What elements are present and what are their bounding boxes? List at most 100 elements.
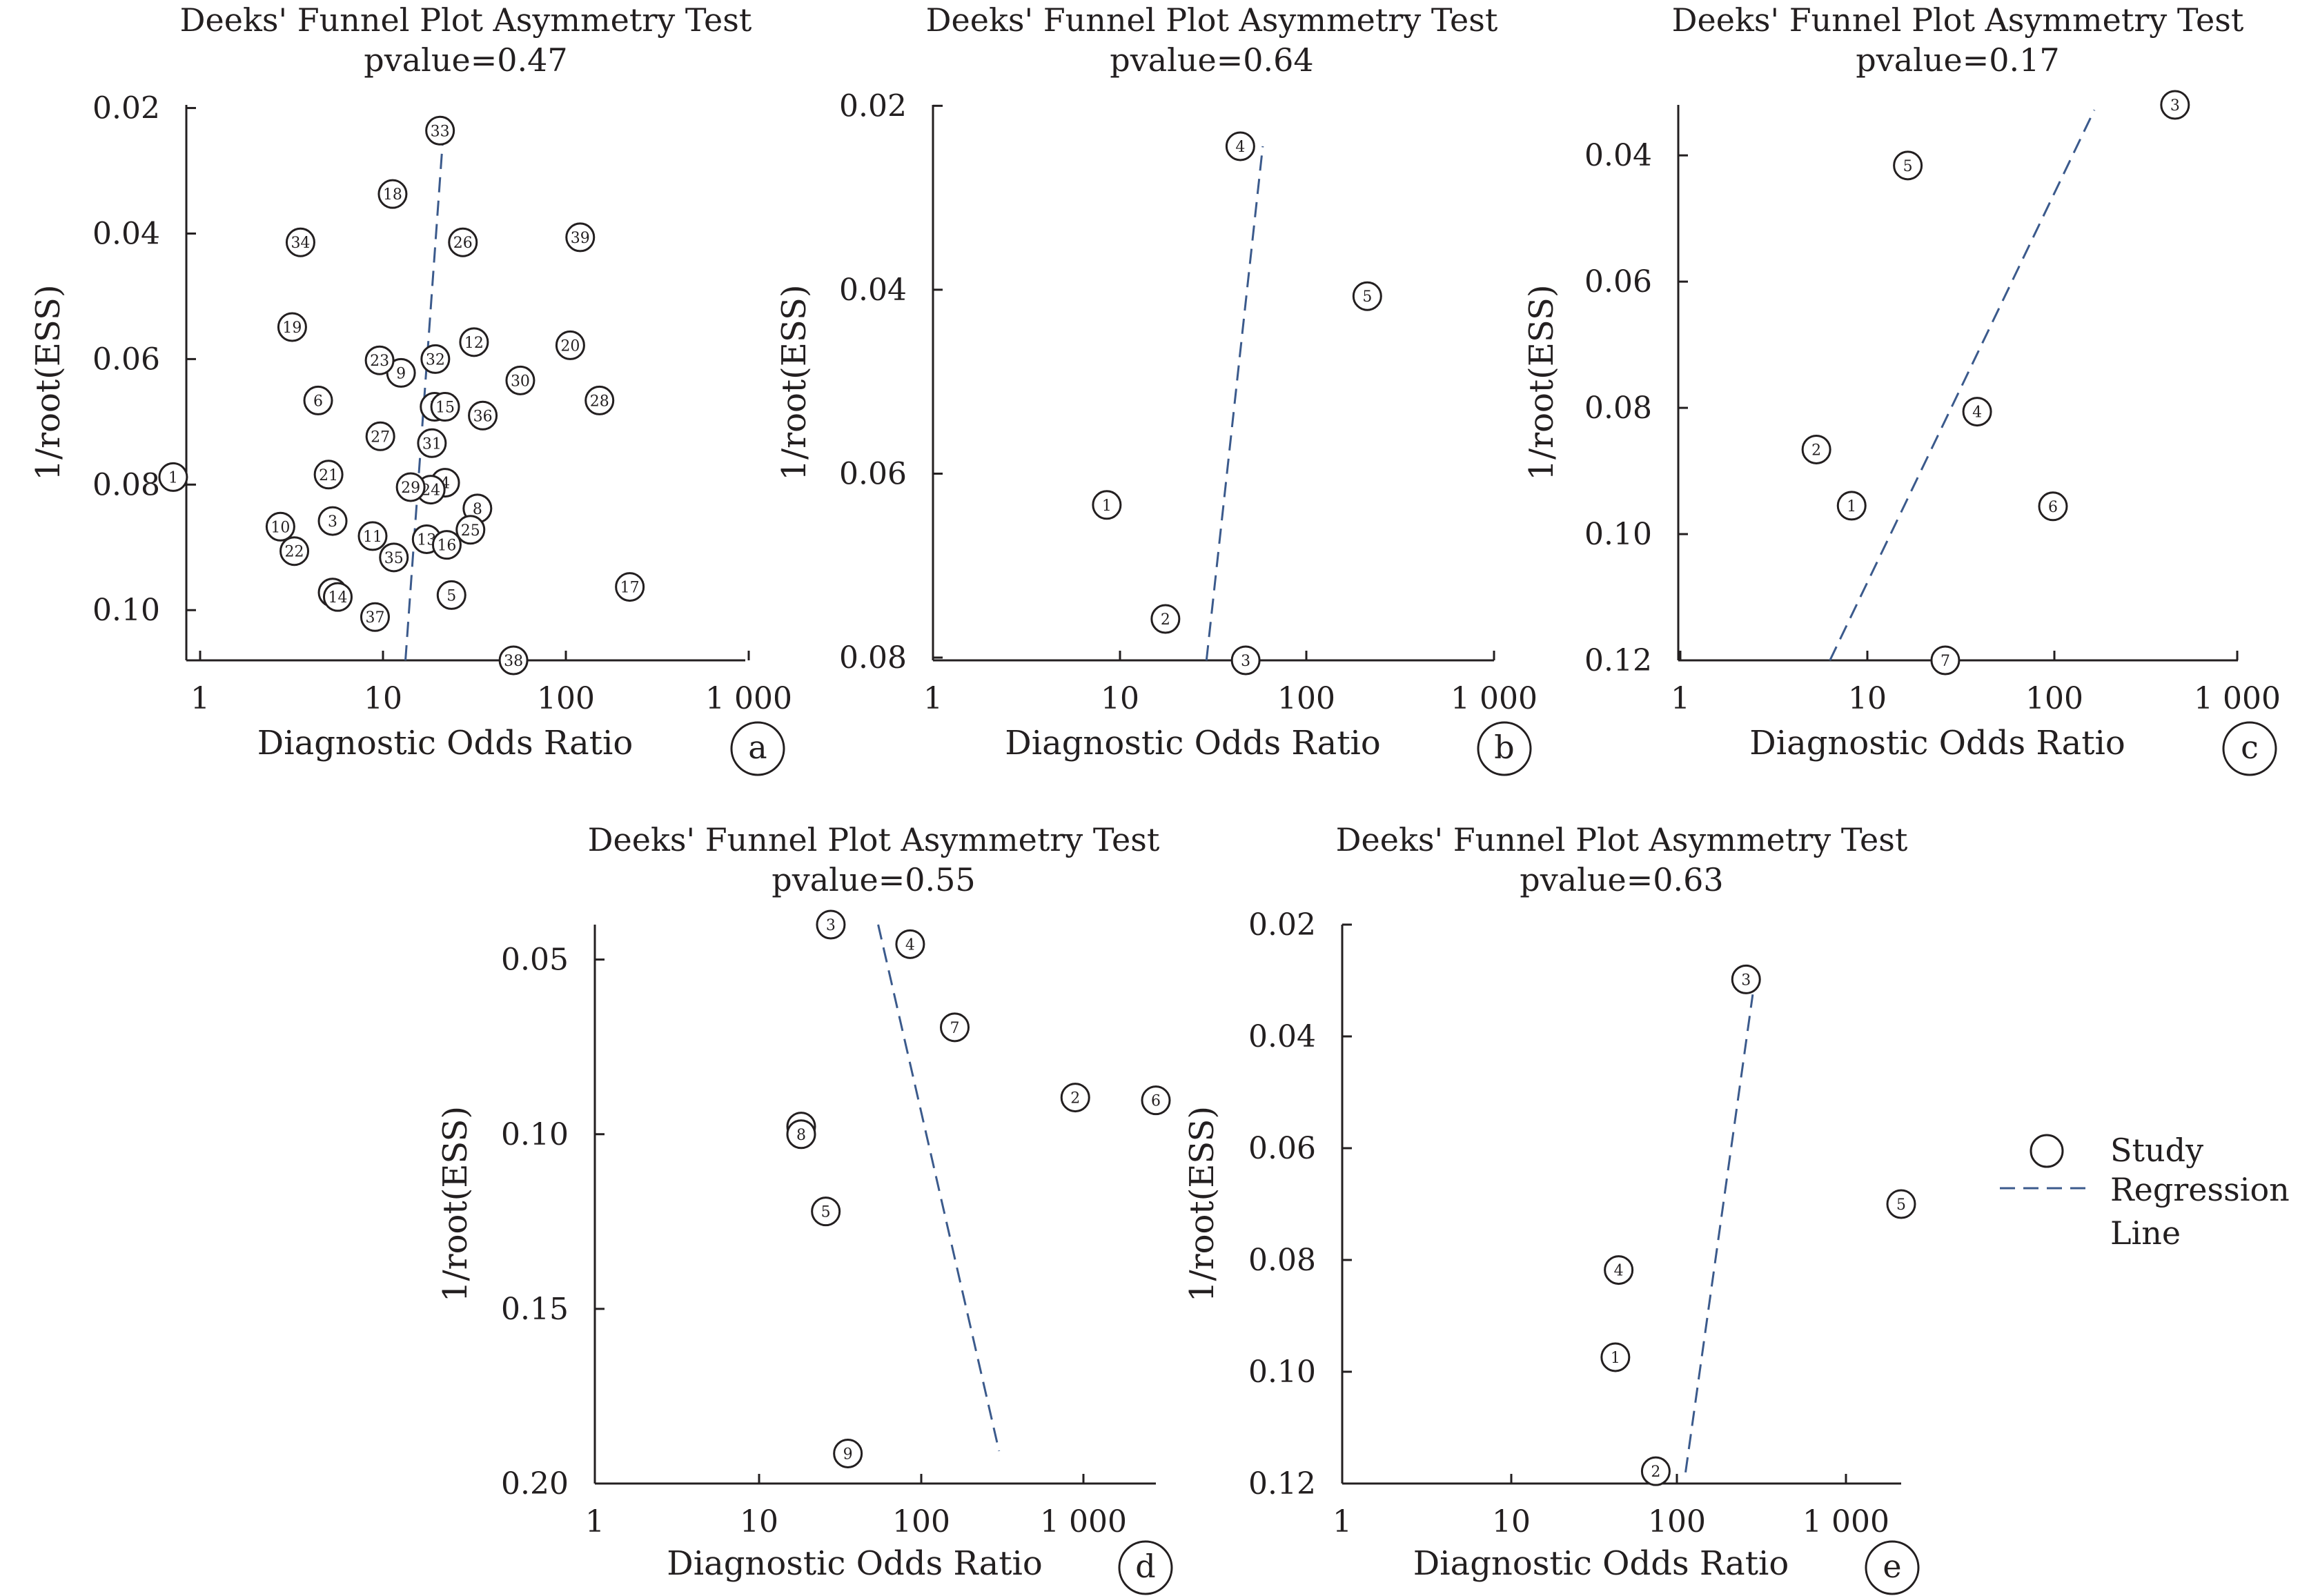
study-label: 8 <box>796 1127 806 1144</box>
chart-title: Deeks' Funnel Plot Asymmetry Test <box>180 1 752 39</box>
study-label: 28 <box>590 393 609 410</box>
study-label: 38 <box>504 653 523 670</box>
study-label: 18 <box>383 186 402 204</box>
panel-letter-text: e <box>1883 1548 1901 1585</box>
study-point: 34 <box>285 227 315 257</box>
study-point: 11 <box>357 521 388 551</box>
study-marker <box>1640 1456 1671 1486</box>
panel-letter-text: b <box>1494 729 1514 766</box>
x-tick-label: 100 <box>1277 681 1335 716</box>
study-marker <box>459 327 489 357</box>
y-tick-label: 0.06 <box>92 342 160 377</box>
chart-subtitle: pvalue=0.17 <box>1856 41 2059 79</box>
x-tick-label: 10 <box>364 681 402 716</box>
study-label: 23 <box>370 353 389 370</box>
study-marker <box>1962 397 1992 427</box>
study-label: 5 <box>1903 158 1913 175</box>
study-marker <box>555 330 585 360</box>
study-marker <box>1893 150 1923 181</box>
study-label: 7 <box>950 1020 960 1037</box>
study-point: 23 <box>364 345 395 375</box>
study-label: 34 <box>291 235 310 252</box>
study-point: 33 <box>425 115 455 146</box>
study-label: 14 <box>328 589 347 607</box>
study-point: 6 <box>1141 1085 1171 1116</box>
panel-letter-text: d <box>1135 1548 1155 1585</box>
study-label: 1 <box>1102 497 1112 515</box>
x-axis-label: Diagnostic Odds Ratio <box>667 1544 1043 1583</box>
study-marker <box>786 1119 816 1150</box>
regression-line <box>1684 994 1754 1473</box>
study-marker <box>303 385 333 415</box>
study-marker <box>420 344 451 374</box>
x-tick-label: 1 000 <box>2194 681 2281 716</box>
study-marker <box>395 472 426 502</box>
study-label: 32 <box>426 351 445 368</box>
study-marker <box>811 1196 841 1227</box>
panel-letter-circle <box>1865 1540 1920 1595</box>
study-point: 3 <box>1230 645 1261 676</box>
study-point: 1 <box>1836 491 1867 521</box>
study-point: 3 <box>317 506 348 536</box>
study-point: 30 <box>505 365 536 395</box>
study-marker <box>468 400 498 431</box>
study-point: 8 <box>786 1119 816 1150</box>
study-label: 8 <box>473 501 482 518</box>
study-label: 2 <box>1651 1464 1660 1481</box>
panel-letter: c <box>2222 721 2277 776</box>
study-label: 1 <box>168 469 178 486</box>
regression-line <box>404 130 445 661</box>
study-label: 37 <box>365 609 384 627</box>
y-tick-label: 0.05 <box>501 943 569 978</box>
x-tick-label: 100 <box>892 1504 950 1539</box>
y-tick-label: 0.15 <box>501 1292 569 1327</box>
study-label: 1 <box>1611 1350 1620 1367</box>
y-axis-label: 1/root(ESS) <box>436 1106 475 1302</box>
x-axis-label: Diagnostic Odds Ratio <box>257 724 633 762</box>
study-label: 30 <box>511 373 530 390</box>
study-point: 1 <box>1092 490 1122 520</box>
study-point: 16 <box>431 530 462 560</box>
x-tick-label: 100 <box>537 681 595 716</box>
y-tick-label: 0.10 <box>501 1117 569 1152</box>
study-point: 3 <box>816 909 846 940</box>
study-point: 2 <box>1801 434 1831 464</box>
study-label: 4 <box>905 936 915 954</box>
study-label: 12 <box>464 335 484 352</box>
study-point: 39 <box>565 222 596 253</box>
x-tick-label: 1 <box>923 681 943 716</box>
study-marker <box>1352 281 1382 311</box>
y-tick-label: 0.12 <box>1248 1466 1316 1501</box>
study-label: 15 <box>435 400 455 417</box>
study-point: 5 <box>811 1196 841 1227</box>
study-point: 15 <box>430 392 460 422</box>
y-axis-label: 1/root(ESS) <box>775 284 814 480</box>
study-point: 38 <box>498 645 529 676</box>
study-label: 29 <box>401 480 420 497</box>
study-marker <box>565 222 596 253</box>
study-label: 22 <box>285 544 304 561</box>
study-marker <box>584 385 615 415</box>
study-label: 3 <box>328 513 337 531</box>
study-point: 5 <box>1893 150 1923 181</box>
panel-e: Deeks' Funnel Plot Asymmetry Testpvalue=… <box>1183 821 1920 1595</box>
study-point: 2 <box>1150 604 1181 634</box>
chart-subtitle: pvalue=0.47 <box>364 41 567 79</box>
y-tick-label: 0.10 <box>92 593 160 628</box>
y-tick-label: 0.10 <box>1584 517 1652 552</box>
study-marker <box>279 536 310 567</box>
y-tick-label: 0.08 <box>92 467 160 502</box>
panel-letter-circle <box>1118 1540 1173 1595</box>
study-point: 2 <box>1640 1456 1671 1486</box>
chart-title: Deeks' Funnel Plot Asymmetry Test <box>926 1 1498 39</box>
y-tick-label: 0.06 <box>1584 264 1652 299</box>
y-axis-label: 1/root(ESS) <box>29 284 68 480</box>
study-label: 3 <box>1241 653 1250 670</box>
study-marker <box>2038 491 2068 522</box>
x-tick-label: 10 <box>1848 681 1887 716</box>
study-marker <box>1604 1255 1634 1285</box>
study-label: 35 <box>384 550 404 567</box>
study-point: 5 <box>436 580 466 610</box>
study-point: 1 <box>158 462 188 492</box>
regression-line <box>877 924 1001 1452</box>
